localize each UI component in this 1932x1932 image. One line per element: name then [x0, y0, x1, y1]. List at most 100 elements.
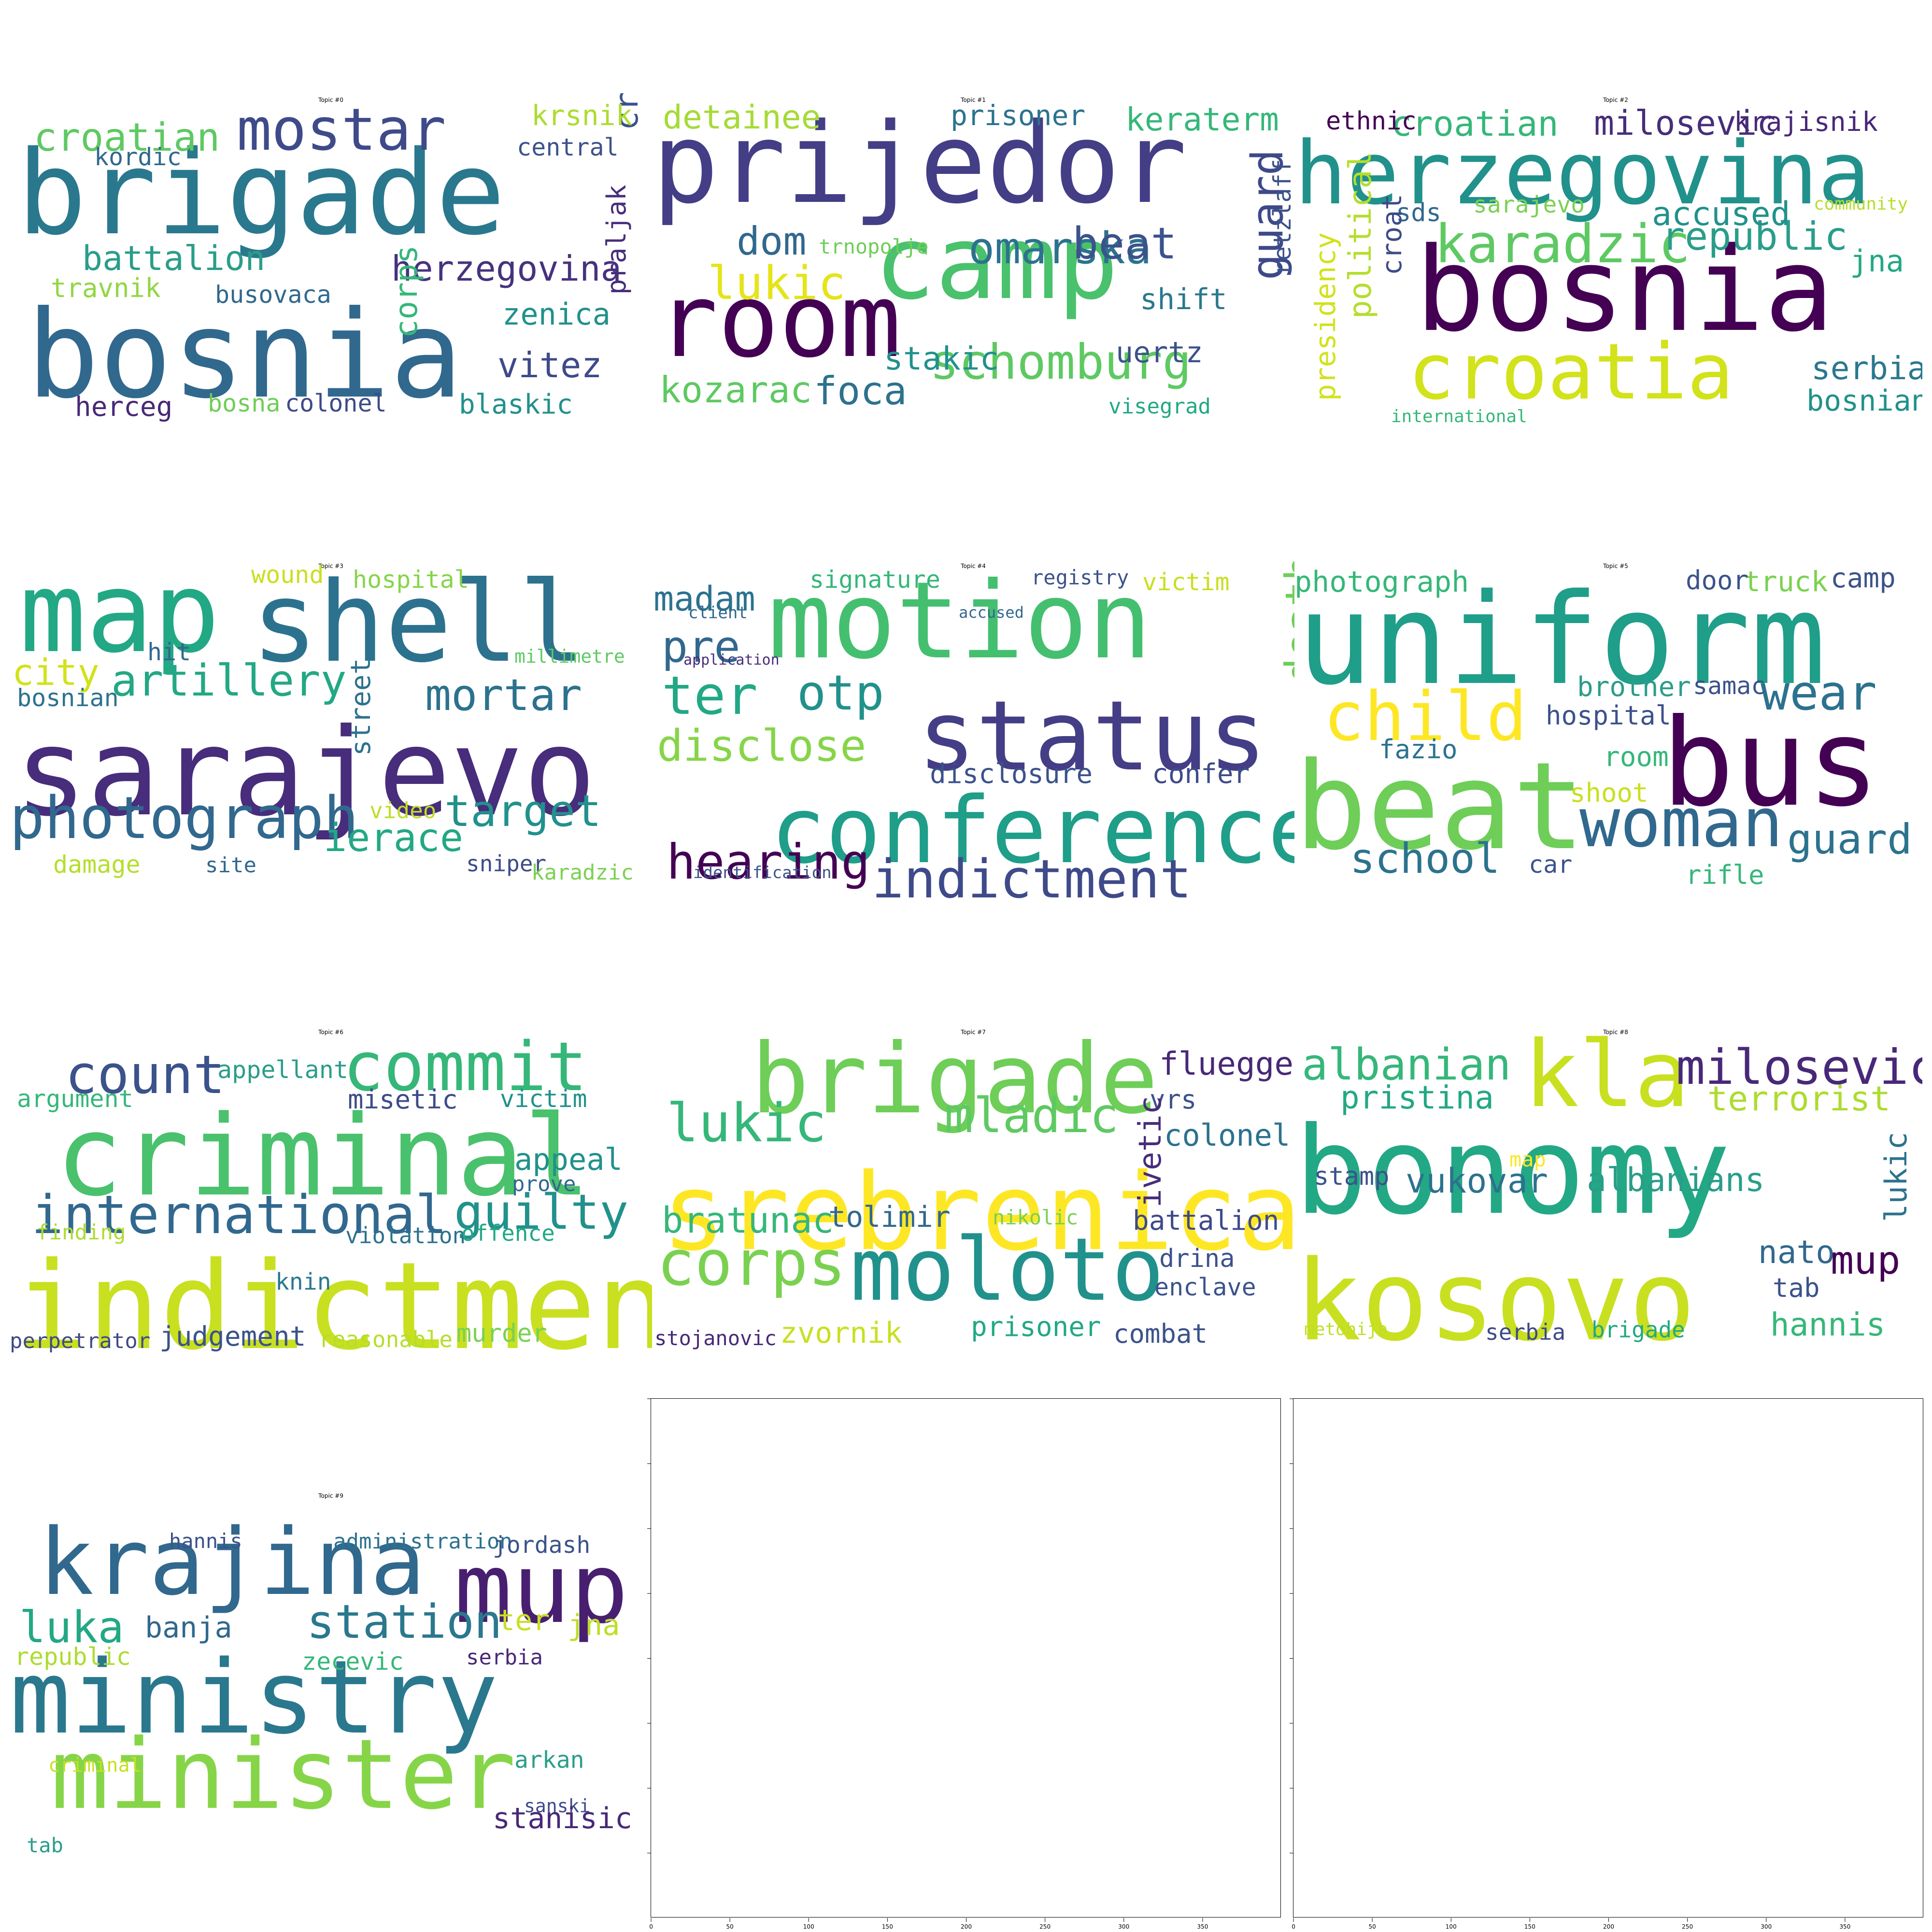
cloud-word: hospital — [1546, 700, 1672, 731]
cloud-word: bus — [1662, 693, 1880, 833]
topic-panel-7: Topic #7 srebrenica brigade moloto corps luk… — [652, 1024, 1294, 1410]
topic-panel-5: Topic #5 uniform bus beat child woman wear gua… — [1294, 558, 1922, 944]
cloud-word: jna — [1850, 243, 1904, 279]
cloud-word: tab — [1773, 1273, 1820, 1303]
cloud-word: herzegovina — [1294, 123, 1871, 224]
cloud-word: serbia — [1811, 350, 1922, 387]
x-tick-label: 50 — [726, 1923, 733, 1930]
cloud-word: identification — [693, 863, 832, 882]
cloud-word: jordash — [493, 1532, 591, 1559]
cloud-word: corps — [657, 1226, 846, 1300]
cloud-word: criminal — [56, 1092, 591, 1221]
cloud-word: station — [307, 1595, 502, 1649]
x-tick-label: 300 — [1118, 1923, 1129, 1930]
cloud-word: ter — [497, 1604, 550, 1637]
cloud-word: nato — [1758, 1234, 1835, 1271]
cloud-word: battalion — [82, 239, 266, 278]
cloud-word: keraterm — [1125, 101, 1279, 138]
cloud-word: indictment — [14, 1236, 652, 1377]
cloud-word: mostar — [237, 97, 446, 164]
cloud-word: photograph — [1294, 565, 1469, 599]
cloud-word: room — [657, 262, 901, 380]
cloud-word: ter — [662, 665, 758, 726]
cloud-word: uertz — [1116, 336, 1203, 369]
cloud-word: woman — [1579, 784, 1783, 863]
cloud-word: luka — [19, 1602, 124, 1653]
cloud-word: republic — [14, 1643, 131, 1671]
cloud-word: herzegovina — [391, 248, 622, 289]
cloud-word: sanski — [524, 1795, 591, 1817]
word-cloud: map shell sarajevo photograph artillery morta… — [10, 558, 652, 944]
cloud-word: bosnian — [17, 684, 119, 712]
topic-title: Topic #3 — [318, 563, 343, 569]
cloud-word: omarska — [968, 223, 1152, 274]
cloud-word: video — [369, 797, 437, 824]
word-cloud: ministry minister krajina mup station luka ban… — [10, 1488, 652, 1874]
topic-panel-3: Topic #3 map shell sarajevo photograph artil… — [10, 558, 652, 944]
cloud-word: bonomy — [1294, 1101, 1731, 1241]
cloud-word: political — [1343, 151, 1378, 319]
cloud-word: visegrad — [1108, 394, 1211, 419]
cloud-word: central — [517, 133, 619, 161]
cloud-word: croatian — [1391, 103, 1559, 144]
cloud-word: banja — [145, 1611, 232, 1645]
cloud-word: shell — [251, 558, 586, 687]
cloud-word: pre — [662, 622, 740, 672]
cloud-word: madam — [653, 579, 755, 619]
cloud-word: ivetic — [1133, 1095, 1168, 1208]
cloud-word: room — [1604, 741, 1669, 773]
cloud-word: site — [205, 853, 256, 878]
cloud-word: battalion — [1133, 1205, 1279, 1236]
x-tick-label: 150 — [882, 1923, 893, 1930]
cloud-word: appellant — [217, 1056, 348, 1084]
cloud-word: zvornik — [780, 1316, 902, 1350]
cloud-word: guilty — [454, 1184, 629, 1240]
topic-title: Topic #6 — [318, 1029, 343, 1036]
cloud-word: stamp — [1314, 1162, 1390, 1191]
axes-svg: 0 50 100 150 200 250 300 350 — [647, 1398, 1208, 1930]
cloud-word: uniform — [1297, 567, 1826, 713]
cloud-word: kla — [1524, 1024, 1690, 1128]
cloud-word: city — [12, 651, 99, 694]
cloud-word: zecevic — [302, 1648, 404, 1676]
topic-title: Topic #7 — [961, 1029, 986, 1036]
cloud-word: mup — [454, 1533, 629, 1645]
cloud-word: ethnic — [1326, 107, 1417, 136]
word-cloud: uniform bus beat child woman wear guard school p… — [1294, 558, 1922, 944]
cloud-word: detainee — [663, 99, 821, 137]
cloud-word: republic — [1662, 214, 1848, 259]
cloud-word: brother — [1577, 671, 1691, 703]
cloud-word: shoot — [1570, 778, 1648, 808]
cloud-word: child — [1323, 678, 1527, 756]
topic-panel-4: Topic #4 motion status conference indictmen… — [652, 558, 1294, 944]
cloud-word: door — [1686, 565, 1749, 596]
cloud-word: registry — [1031, 566, 1129, 589]
cloud-word: albanian — [1302, 1039, 1511, 1090]
cloud-word: rifle — [1686, 860, 1764, 890]
cloud-word: school — [1350, 835, 1500, 883]
cloud-word: milosevic — [1676, 1039, 1922, 1095]
cloud-word: kozarac — [659, 369, 812, 411]
cloud-word: bosnian — [1806, 384, 1922, 418]
x-tick-label: 350 — [1839, 1923, 1850, 1930]
cloud-word: samac — [1693, 672, 1766, 700]
topic-panel-8: Topic #8 bonomy kosovo kla milosevic albania… — [1294, 1024, 1922, 1410]
cloud-word: tab — [27, 1833, 63, 1857]
x-tick-label: 0 — [1292, 1923, 1295, 1930]
cloud-word: accused — [1652, 195, 1790, 233]
topic-title: Topic #0 — [318, 97, 343, 103]
cloud-word: status — [918, 680, 1267, 793]
cloud-word: stakic — [884, 340, 999, 377]
topic-title: Topic #9 — [318, 1492, 343, 1499]
word-cloud: brigade bosnia mostar croatian battalion herz… — [10, 92, 652, 478]
cloud-word: ministry — [10, 1638, 498, 1757]
cloud-word: lukic — [667, 1092, 827, 1154]
cloud-word: colonel — [285, 389, 387, 417]
cloud-word: guard — [1787, 815, 1912, 864]
x-tick-label: 0 — [649, 1923, 653, 1930]
cloud-word: disclosure — [930, 758, 1093, 790]
cloud-word: international — [31, 1184, 447, 1246]
cloud-word: offence — [461, 1220, 555, 1246]
cloud-word: fazio — [1379, 734, 1458, 765]
cloud-word: travnik — [51, 273, 161, 303]
